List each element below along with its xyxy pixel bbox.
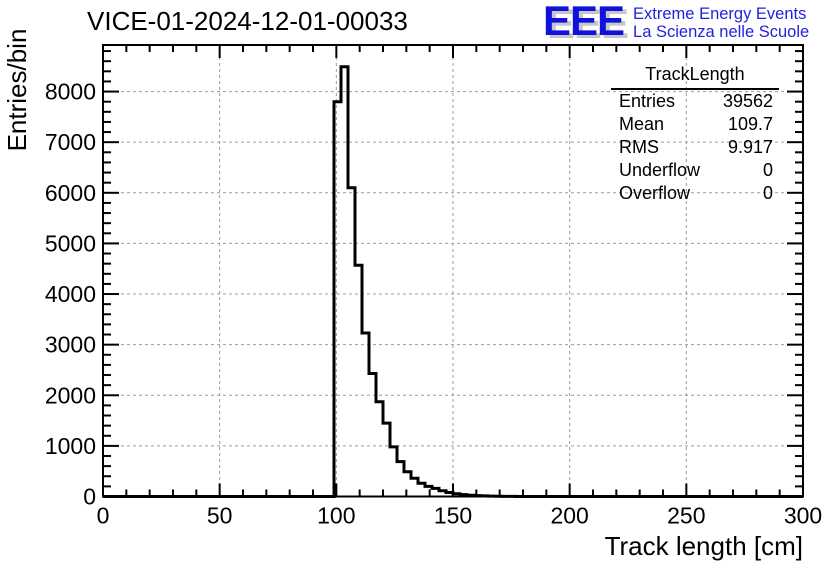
y-tick-label: 8000 xyxy=(45,79,96,105)
x-tick-labels: 0 50 100 150 200 250 300 xyxy=(97,503,823,529)
stats-label: Underflow xyxy=(619,160,701,180)
stats-value: 0 xyxy=(762,183,773,203)
x-tick-label: 200 xyxy=(550,503,588,529)
eee-logo-tagline-line2: La Scienza nelle Scuole xyxy=(633,23,810,41)
eee-logo: EEE Extreme Energy Events La Scienza nel… xyxy=(543,0,809,44)
stats-row-underflow: Underflow 0 xyxy=(611,159,779,182)
x-tick-label: 300 xyxy=(784,503,822,529)
plot-title: VICE-01-2024-12-01-00033 xyxy=(87,6,408,36)
gridlines xyxy=(103,45,803,497)
y-tick-label: 3000 xyxy=(45,332,96,358)
axis-ticks xyxy=(102,45,804,498)
stats-label: Overflow xyxy=(619,183,691,203)
x-tick-label: 50 xyxy=(207,503,233,529)
stats-value: 9.917 xyxy=(727,137,773,157)
stats-value: 109.7 xyxy=(727,114,773,134)
eee-logo-tagline-line1: Extreme Energy Events xyxy=(633,5,807,23)
stats-label: Entries xyxy=(619,91,676,111)
plot-frame xyxy=(102,44,804,498)
stats-label: RMS xyxy=(619,137,659,157)
y-tick-label: 4000 xyxy=(45,281,96,307)
x-tick-label: 250 xyxy=(667,503,705,529)
stats-row-overflow: Overflow 0 xyxy=(611,182,779,205)
x-tick-label: 100 xyxy=(317,503,355,529)
x-axis-title: Track length [cm] xyxy=(604,531,803,561)
stats-box-title: TrackLength xyxy=(611,61,779,90)
eee-logo-acronym: EEE xyxy=(543,0,625,44)
stats-box: TrackLength Entries 39562 Mean 109.7 RMS… xyxy=(611,61,779,205)
y-axis-title: Entries/bin xyxy=(2,28,32,152)
y-tick-label: 0 xyxy=(83,484,96,510)
stats-row-mean: Mean 109.7 xyxy=(611,113,779,136)
y-tick-label: 5000 xyxy=(45,230,96,256)
y-tick-label: 1000 xyxy=(45,433,96,459)
stats-label: Mean xyxy=(619,114,665,134)
stats-value: 0 xyxy=(762,160,773,180)
stats-value: 39562 xyxy=(722,91,773,111)
y-tick-label: 2000 xyxy=(45,382,96,408)
x-tick-label: 0 xyxy=(97,503,110,529)
y-tick-label: 6000 xyxy=(45,180,96,206)
eee-logo-tagline: Extreme Energy Events La Scienza nelle S… xyxy=(633,1,809,41)
y-tick-labels: 0 1000 2000 3000 4000 5000 6000 7000 8000 xyxy=(45,79,96,510)
y-tick-label: 7000 xyxy=(45,129,96,155)
x-tick-label: 150 xyxy=(434,503,472,529)
stats-row-entries: Entries 39562 xyxy=(611,90,779,113)
stats-row-rms: RMS 9.917 xyxy=(611,136,779,159)
